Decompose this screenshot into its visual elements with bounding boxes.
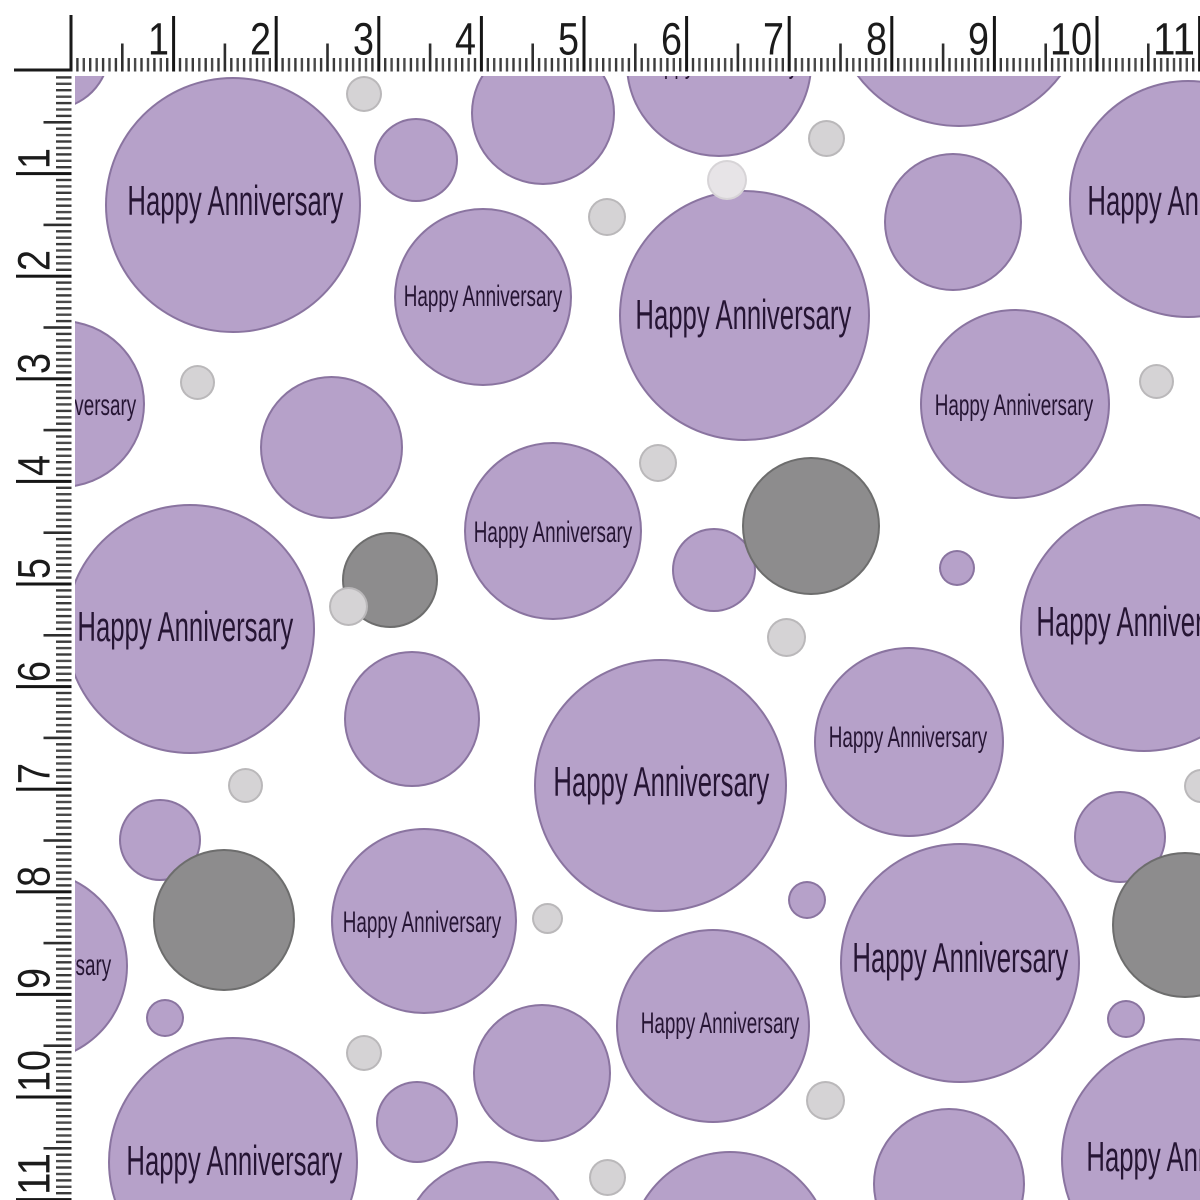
svg-text:6: 6 <box>9 661 60 682</box>
svg-text:10: 10 <box>1050 14 1092 65</box>
svg-text:2: 2 <box>250 14 271 65</box>
svg-text:8: 8 <box>9 866 60 887</box>
svg-text:6: 6 <box>661 14 682 65</box>
svg-text:9: 9 <box>9 968 60 989</box>
svg-text:4: 4 <box>455 14 476 65</box>
svg-text:7: 7 <box>9 763 60 784</box>
svg-text:1: 1 <box>148 14 169 65</box>
svg-text:8: 8 <box>866 14 887 65</box>
svg-text:5: 5 <box>558 14 579 65</box>
svg-text:10: 10 <box>9 1050 60 1092</box>
svg-text:3: 3 <box>353 14 374 65</box>
svg-text:2: 2 <box>9 250 60 271</box>
svg-text:9: 9 <box>968 14 989 65</box>
svg-text:11: 11 <box>9 1153 60 1195</box>
svg-text:4: 4 <box>9 455 60 476</box>
svg-text:1: 1 <box>9 148 60 169</box>
svg-text:7: 7 <box>763 14 784 65</box>
svg-text:11: 11 <box>1153 14 1195 65</box>
svg-text:3: 3 <box>9 353 60 374</box>
svg-text:5: 5 <box>9 558 60 579</box>
